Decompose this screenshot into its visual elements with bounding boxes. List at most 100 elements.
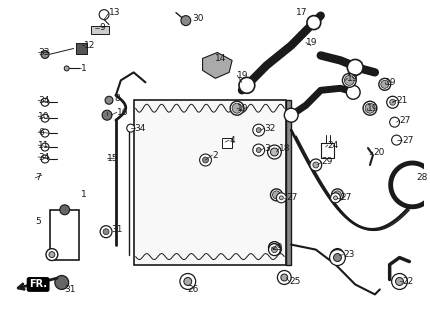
- Circle shape: [60, 205, 70, 215]
- Bar: [134, 100, 286, 265]
- Text: 25: 25: [289, 277, 301, 286]
- Circle shape: [379, 78, 390, 90]
- Text: 28: 28: [416, 173, 427, 182]
- Circle shape: [310, 159, 322, 171]
- Circle shape: [307, 16, 321, 29]
- Circle shape: [284, 108, 298, 122]
- Text: 26: 26: [188, 285, 199, 294]
- Bar: [222, 138, 232, 148]
- Text: 23: 23: [344, 250, 355, 259]
- Text: 21: 21: [396, 96, 408, 105]
- Circle shape: [99, 10, 109, 20]
- Circle shape: [103, 229, 109, 235]
- Circle shape: [347, 60, 363, 76]
- Circle shape: [273, 191, 280, 199]
- Bar: [76, 43, 87, 54]
- Circle shape: [332, 249, 344, 260]
- Circle shape: [267, 145, 281, 159]
- Circle shape: [334, 251, 341, 259]
- Text: 6: 6: [38, 128, 44, 137]
- Text: 30: 30: [193, 14, 204, 23]
- Text: 24: 24: [328, 140, 339, 149]
- Text: 2: 2: [212, 150, 218, 160]
- Circle shape: [230, 101, 244, 115]
- Text: 3: 3: [264, 144, 270, 153]
- Circle shape: [270, 244, 278, 252]
- Circle shape: [276, 193, 286, 203]
- Circle shape: [334, 191, 341, 199]
- Circle shape: [256, 148, 261, 153]
- Circle shape: [281, 274, 288, 281]
- Text: 4: 4: [229, 136, 235, 145]
- Circle shape: [41, 143, 49, 151]
- Circle shape: [274, 248, 278, 252]
- Text: 27: 27: [286, 193, 298, 202]
- Circle shape: [253, 144, 264, 156]
- Text: 9: 9: [99, 23, 105, 32]
- Text: 12: 12: [84, 41, 96, 50]
- Circle shape: [344, 76, 354, 85]
- Circle shape: [342, 73, 356, 87]
- Circle shape: [271, 244, 281, 255]
- Circle shape: [232, 103, 242, 113]
- Circle shape: [334, 252, 338, 257]
- Text: FR.: FR.: [29, 279, 47, 290]
- Text: 33: 33: [38, 48, 49, 57]
- Text: 27: 27: [399, 116, 411, 125]
- Circle shape: [332, 189, 344, 201]
- Text: 14: 14: [215, 54, 227, 63]
- Circle shape: [396, 277, 403, 285]
- Circle shape: [239, 77, 255, 93]
- Circle shape: [269, 242, 280, 253]
- Circle shape: [41, 98, 49, 106]
- Text: 17: 17: [296, 8, 307, 17]
- Circle shape: [41, 51, 49, 59]
- Text: 19: 19: [367, 104, 378, 113]
- Circle shape: [269, 244, 280, 256]
- Circle shape: [381, 80, 389, 88]
- Text: 5: 5: [35, 217, 41, 226]
- Text: 27: 27: [341, 193, 352, 202]
- Circle shape: [313, 162, 319, 168]
- Circle shape: [280, 196, 283, 200]
- Text: 22: 22: [402, 277, 414, 286]
- Circle shape: [390, 117, 399, 127]
- Circle shape: [181, 16, 191, 26]
- Text: 16: 16: [117, 108, 129, 117]
- Circle shape: [41, 129, 49, 137]
- Text: 34: 34: [38, 153, 49, 162]
- Circle shape: [363, 101, 377, 115]
- Circle shape: [365, 103, 375, 113]
- Text: 18: 18: [280, 144, 291, 153]
- Text: 10: 10: [38, 112, 49, 121]
- Text: 27: 27: [402, 136, 414, 145]
- Text: 7: 7: [35, 173, 41, 182]
- Circle shape: [49, 252, 55, 258]
- Circle shape: [100, 226, 112, 238]
- Circle shape: [277, 270, 291, 284]
- Text: 19: 19: [306, 38, 317, 47]
- Text: 31: 31: [111, 225, 123, 234]
- Circle shape: [330, 250, 345, 266]
- Circle shape: [253, 124, 264, 136]
- Circle shape: [271, 247, 277, 252]
- Text: 19: 19: [347, 74, 359, 83]
- Circle shape: [270, 189, 283, 201]
- Text: 1: 1: [81, 190, 87, 199]
- Bar: [91, 26, 109, 34]
- Circle shape: [184, 277, 192, 285]
- Text: 32: 32: [264, 124, 276, 132]
- Text: 8: 8: [114, 94, 120, 103]
- Bar: [50, 210, 80, 260]
- Circle shape: [392, 274, 407, 289]
- Text: 29: 29: [322, 157, 333, 166]
- Circle shape: [102, 110, 112, 120]
- Text: 34: 34: [38, 96, 49, 105]
- Circle shape: [256, 128, 261, 132]
- Circle shape: [41, 155, 49, 163]
- Bar: [286, 100, 291, 265]
- Circle shape: [64, 66, 69, 71]
- Circle shape: [41, 114, 49, 122]
- Text: 19: 19: [237, 104, 249, 113]
- Circle shape: [55, 276, 69, 289]
